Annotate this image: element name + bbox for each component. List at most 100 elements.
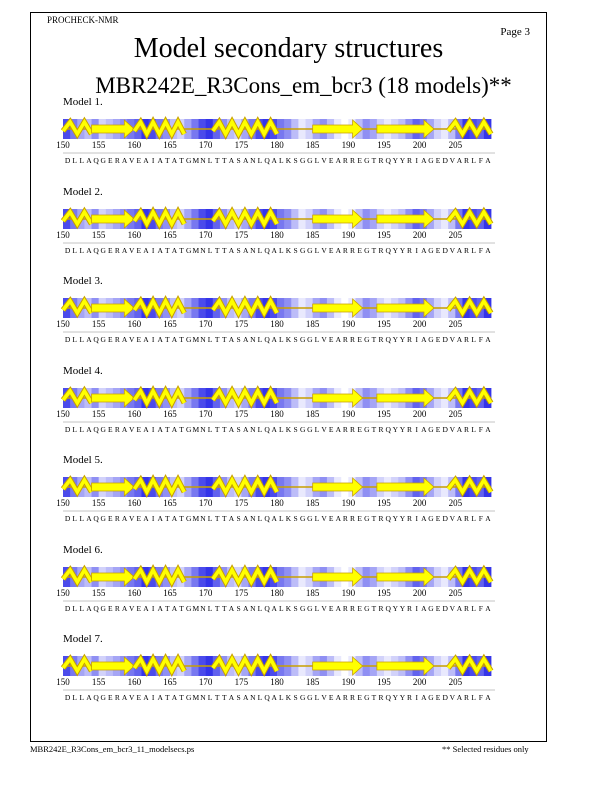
model-label: Model 2. [63, 185, 103, 198]
axis-tick-label: 155 [92, 498, 106, 508]
axis-tick-label: 195 [377, 588, 391, 598]
axis-tick-label: 180 [270, 230, 284, 240]
axis-tick-label: 155 [92, 140, 106, 150]
axis-tick-label: 200 [413, 319, 427, 329]
strand-arrow [312, 119, 364, 139]
axis-tick-label: 180 [270, 498, 284, 508]
helix-ribbon [211, 565, 279, 586]
residue-axis: 150 155 160 165 170 175 180 185 190 195 200 205 [56, 588, 495, 601]
sequence-row: D L L A Q G E R A V E A I A T A T GMN L T T A S A N L Q A L K S G G L V E A R… [64, 156, 491, 165]
sequence-row: D L L A Q G E R A V E A I A T A T GMN L T T A S A N L Q A L K S G G L V E A R… [64, 245, 491, 255]
axis-tick-label: 165 [163, 677, 177, 687]
helix-ribbon [446, 566, 493, 585]
axis-tick-label: 155 [92, 588, 106, 598]
axis-tick-label: 185 [306, 677, 320, 687]
axis-tick-label: 205 [449, 319, 463, 329]
axis-tick-label: 205 [449, 409, 463, 419]
helix-ribbon [211, 476, 279, 496]
program-label: PROCHECK-NMR [47, 15, 119, 25]
axis-tick-label: 190 [342, 588, 356, 598]
sequence-row: D L L A Q G E R A V E A I A T A T GMN L T T A S A N L Q A L K S G G L V E A R… [64, 693, 491, 702]
axis-tick-label: 175 [235, 230, 249, 240]
model-label: Model 7. [63, 633, 103, 645]
strand-arrow [312, 387, 364, 408]
strand-arrow [312, 298, 364, 318]
axis-tick-label: 180 [270, 319, 284, 329]
strand-arrow [91, 387, 135, 408]
axis-tick-label: 190 [342, 319, 356, 329]
axis-tick-label: 190 [342, 498, 356, 508]
axis-tick-label: 190 [342, 677, 356, 687]
axis-tick-label: 175 [235, 498, 249, 508]
axis-tick-label: 160 [128, 588, 142, 598]
axis-tick-label: 150 [56, 230, 70, 240]
residue-axis: 150 155 160 165 170 175 180 185 190 195 200 205 [56, 677, 495, 691]
residue-axis: 150 155 160 165 170 175 180 185 190 195 200 205 [56, 409, 495, 422]
axis-tick-label: 150 [56, 498, 70, 508]
axis-tick-label: 190 [342, 140, 356, 150]
axis-tick-label: 170 [199, 140, 213, 150]
axis-tick-label: 185 [306, 498, 320, 508]
strand-arrow [91, 208, 135, 229]
sequence-row: D L L A Q G E R A V E A I A T A T GMN L T T A S A N L Q A L K S G G L V E A R… [64, 335, 491, 344]
axis-tick-label: 150 [56, 588, 70, 598]
axis-tick-label: 165 [163, 319, 177, 329]
axis-tick-label: 160 [128, 409, 142, 419]
helix-ribbon [61, 297, 94, 317]
axis-tick-label: 205 [449, 588, 463, 598]
strand-arrow [376, 656, 435, 676]
axis-tick-label: 195 [377, 409, 391, 419]
axis-tick-label: 170 [199, 409, 213, 419]
axis-tick-label: 190 [342, 409, 356, 419]
helix-ribbon [61, 476, 94, 496]
axis-tick-label: 195 [377, 319, 391, 329]
axis-tick-label: 165 [163, 140, 177, 150]
axis-tick-label: 180 [270, 140, 284, 150]
helix-ribbon [211, 297, 279, 317]
footer-note: ** Selected residues only [442, 744, 529, 754]
axis-tick-label: 180 [270, 409, 284, 419]
axis-tick-label: 150 [56, 319, 70, 329]
helix-ribbon [61, 566, 94, 585]
model-label: Model 4. [63, 364, 103, 377]
axis-tick-label: 175 [235, 409, 249, 419]
secondary-structure-bar [60, 205, 494, 230]
axis-tick-label: 170 [199, 588, 213, 598]
sequence-row: D L L A Q G E R A V E A I A T A T GMN L T T A S A N L Q A L K S G G L V E A R… [64, 424, 491, 434]
axis-tick-label: 205 [449, 677, 463, 687]
axis-tick-label: 195 [377, 230, 391, 240]
axis-tick-label: 185 [306, 230, 320, 240]
helix-ribbon [132, 207, 186, 228]
axis-tick-label: 190 [342, 230, 356, 240]
helix-ribbon [61, 387, 94, 406]
helix-ribbon [446, 208, 493, 227]
axis-tick-label: 205 [449, 230, 463, 240]
axis-tick-label: 200 [413, 588, 427, 598]
model-label: Model 6. [63, 543, 103, 556]
footer-filename: MBR242E_R3Cons_em_bcr3_11_modelsecs.ps [30, 744, 195, 754]
secondary-structure-bar [60, 474, 494, 498]
helix-ribbon [446, 476, 493, 496]
strand-arrow [376, 477, 435, 497]
secondary-structure-bar [60, 653, 494, 677]
sequence-row: D L L A Q G E R A V E A I A T A T GMN L T T A S A N L Q A L K S G G L V E A R… [64, 603, 491, 613]
axis-tick-label: 150 [56, 140, 70, 150]
helix-ribbon [211, 118, 279, 138]
axis-tick-label: 185 [306, 319, 320, 329]
axis-tick-label: 165 [163, 498, 177, 508]
strand-arrow [91, 656, 135, 676]
strand-arrow [91, 477, 135, 497]
axis-tick-label: 175 [235, 140, 249, 150]
axis-tick-label: 205 [449, 498, 463, 508]
model-label: Model 1. [63, 96, 103, 108]
strand-arrow [376, 119, 435, 139]
axis-tick-label: 155 [92, 409, 106, 419]
residue-axis: 150 155 160 165 170 175 180 185 190 195 200 205 [56, 140, 495, 154]
axis-tick-label: 200 [413, 677, 427, 687]
strand-arrow [91, 566, 135, 587]
sequence-row: D L L A Q G E R A V E A I A T A T GMN L T T A S A N L Q A L K S G G L V E A R… [64, 514, 491, 523]
axis-tick-label: 175 [235, 677, 249, 687]
helix-ribbon [211, 655, 279, 675]
page-subtitle: MBR242E_R3Cons_em_bcr3 (18 models)** [95, 73, 512, 98]
